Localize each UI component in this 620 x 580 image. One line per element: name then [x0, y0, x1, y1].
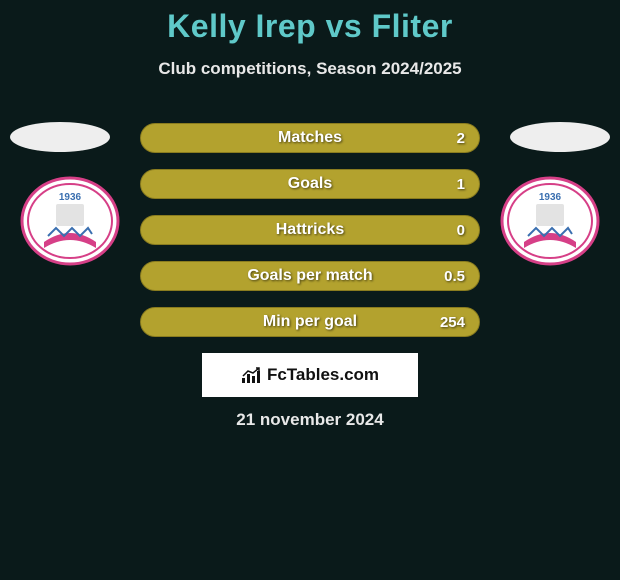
left-club-logo: 1936 — [20, 176, 120, 266]
stat-value: 0.5 — [444, 268, 465, 285]
brand-name: FcTables.com — [267, 365, 379, 385]
stat-label: Hattricks — [276, 221, 344, 239]
stat-bar: Goals per match 0.5 — [140, 261, 480, 291]
stats-bars-container: Matches 2 Goals 1 Hattricks 0 Goals per … — [140, 123, 480, 353]
comparison-title: Kelly Irep vs Fliter — [0, 0, 620, 45]
svg-text:1936: 1936 — [539, 192, 562, 203]
stat-label: Min per goal — [263, 313, 357, 331]
brand-chart-icon — [241, 366, 263, 384]
left-player-marker — [10, 122, 110, 152]
stat-value: 254 — [440, 314, 465, 331]
stat-value: 2 — [457, 130, 465, 147]
comparison-subtitle: Club competitions, Season 2024/2025 — [0, 59, 620, 79]
stat-bar: Hattricks 0 — [140, 215, 480, 245]
stat-label: Matches — [278, 129, 342, 147]
stat-value: 1 — [457, 176, 465, 193]
club-year-text: 1936 — [59, 192, 82, 203]
snapshot-date: 21 november 2024 — [0, 410, 620, 430]
stat-label: Goals — [288, 175, 332, 193]
stat-bar: Goals 1 — [140, 169, 480, 199]
stat-bar: Min per goal 254 — [140, 307, 480, 337]
right-player-marker — [510, 122, 610, 152]
brand-attribution: FcTables.com — [202, 353, 418, 397]
stat-label: Goals per match — [247, 267, 372, 285]
right-club-logo: 1936 — [500, 176, 600, 266]
stat-bar: Matches 2 — [140, 123, 480, 153]
stat-value: 0 — [457, 222, 465, 239]
